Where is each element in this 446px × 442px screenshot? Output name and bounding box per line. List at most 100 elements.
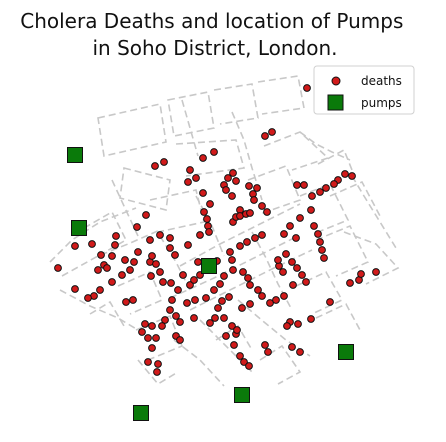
- death-point: [253, 184, 261, 192]
- death-point: [293, 264, 301, 272]
- death-point: [246, 209, 254, 217]
- street-segment: [237, 299, 311, 357]
- death-point: [190, 314, 198, 322]
- death-point: [108, 252, 116, 260]
- death-point: [218, 297, 226, 305]
- death-point: [71, 285, 79, 293]
- death-point: [118, 271, 126, 279]
- death-point: [159, 278, 167, 286]
- death-point: [294, 320, 302, 328]
- death-point: [222, 186, 230, 194]
- death-point: [166, 234, 174, 242]
- death-point: [130, 258, 138, 266]
- street-segment: [179, 203, 301, 267]
- pump-point: [201, 258, 217, 274]
- death-point: [298, 271, 306, 279]
- death-point: [96, 286, 104, 294]
- street-segment: [117, 270, 164, 315]
- death-point: [171, 251, 179, 259]
- death-point: [148, 322, 156, 330]
- death-point: [211, 314, 219, 322]
- death-point: [184, 241, 192, 249]
- death-point: [152, 334, 160, 342]
- death-point: [122, 298, 130, 306]
- death-point: [192, 174, 200, 182]
- death-point: [246, 300, 254, 308]
- death-point: [141, 320, 149, 328]
- death-point: [156, 268, 164, 276]
- death-point: [148, 252, 156, 260]
- death-point: [133, 223, 141, 231]
- death-point: [288, 343, 296, 351]
- death-point: [156, 231, 164, 239]
- death-point: [251, 234, 259, 242]
- death-point: [274, 256, 282, 264]
- chart-title-line-1: Cholera Deaths and location of Pumps: [20, 9, 403, 33]
- death-point: [202, 294, 210, 302]
- death-point: [151, 162, 159, 170]
- death-point: [194, 258, 202, 266]
- street-segment: [343, 231, 400, 285]
- death-point: [307, 206, 315, 214]
- death-point: [341, 170, 349, 178]
- death-point: [112, 232, 120, 240]
- death-point: [142, 211, 150, 219]
- death-point: [316, 188, 324, 196]
- street-segment: [119, 166, 171, 212]
- death-point: [126, 266, 134, 274]
- death-point: [250, 196, 258, 204]
- death-point: [168, 296, 176, 304]
- death-point: [183, 299, 191, 307]
- death-point: [228, 322, 236, 330]
- death-point: [186, 281, 194, 289]
- death-point: [214, 304, 222, 312]
- death-point: [186, 166, 194, 174]
- legend: deaths pumps: [313, 65, 415, 115]
- death-point: [158, 322, 166, 330]
- death-point: [71, 242, 79, 250]
- street-segment: [263, 131, 330, 171]
- death-point: [303, 84, 311, 92]
- death-point: [243, 238, 251, 246]
- street-segment: [247, 164, 302, 215]
- death-point: [289, 281, 297, 289]
- street-map: [49, 75, 400, 387]
- death-point: [316, 238, 324, 246]
- death-point: [199, 189, 207, 197]
- death-point: [134, 248, 142, 256]
- death-point: [224, 174, 232, 182]
- death-point: [258, 292, 266, 300]
- death-point: [191, 296, 199, 304]
- death-point: [144, 358, 152, 366]
- death-point: [166, 306, 174, 314]
- death-point: [272, 296, 280, 304]
- death-point: [372, 268, 380, 276]
- street-segment: [257, 75, 305, 115]
- death-point: [184, 178, 192, 186]
- death-point: [322, 184, 330, 192]
- death-point: [288, 258, 296, 266]
- street-segment: [61, 229, 161, 277]
- death-point: [283, 322, 291, 330]
- legend-deaths-label: deaths: [361, 74, 402, 88]
- chart-title-line-2: in Soho District, London.: [92, 36, 337, 60]
- death-point: [357, 270, 365, 278]
- street-segment: [59, 289, 139, 331]
- death-point: [286, 222, 294, 230]
- pump-point: [71, 220, 87, 236]
- death-point: [246, 281, 254, 289]
- pump-point: [133, 405, 149, 421]
- death-point: [330, 180, 338, 188]
- street-segment: [173, 339, 225, 387]
- death-point: [228, 192, 236, 200]
- street-segment: [213, 83, 259, 125]
- death-point: [226, 248, 234, 256]
- street-segment: [231, 111, 263, 201]
- death-point: [200, 208, 208, 216]
- death-point: [280, 230, 288, 238]
- death-point: [280, 292, 288, 300]
- death-point: [152, 260, 160, 268]
- death-point: [196, 231, 204, 239]
- death-point: [238, 304, 246, 312]
